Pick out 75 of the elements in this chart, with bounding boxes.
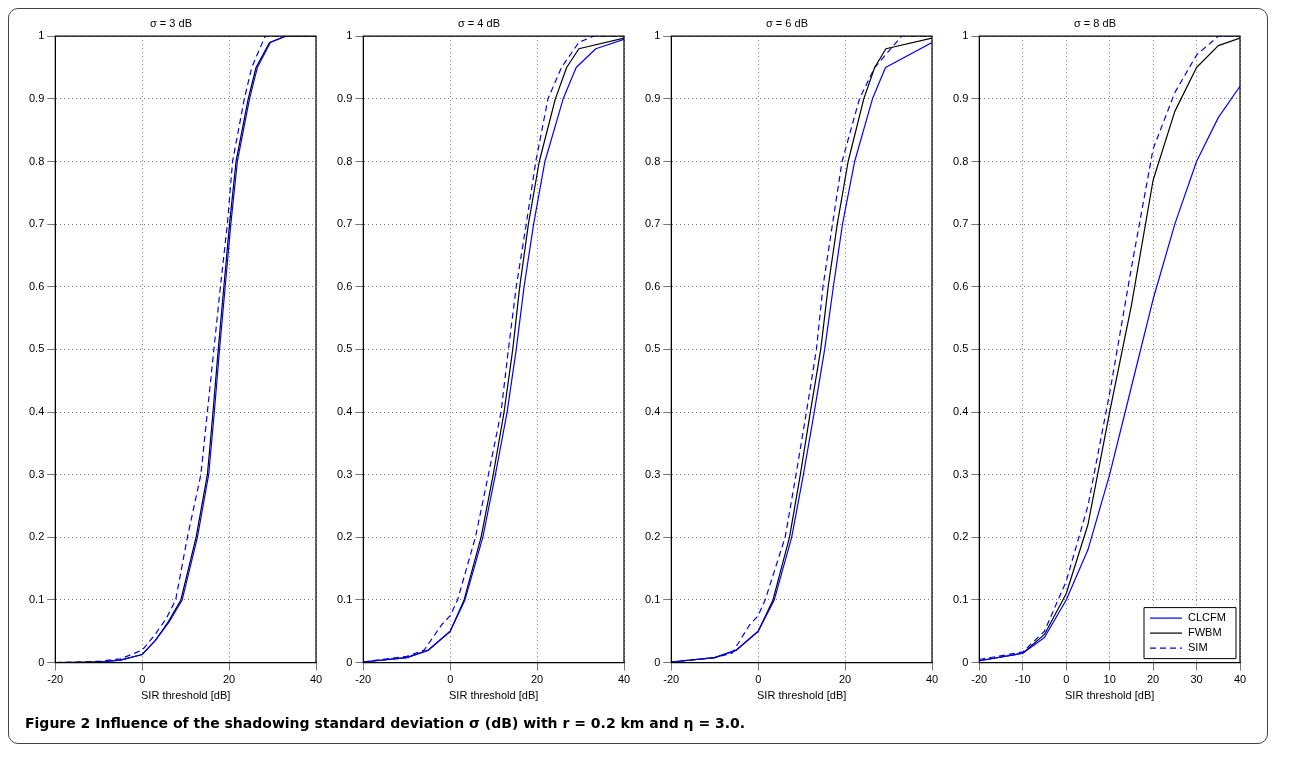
chart-title: σ = 8 dB [1074, 16, 1116, 29]
y-tick-label: 0.7 [28, 217, 45, 230]
y-tick-label: 0.5 [336, 342, 353, 355]
y-tick-label: 0.9 [952, 91, 969, 104]
chart-title: σ = 6 dB [766, 16, 808, 29]
y-tick-label: 0.4 [28, 405, 45, 418]
y-tick-label: 0.3 [336, 467, 353, 480]
y-tick-label: 0.6 [952, 279, 969, 292]
y-tick-label: 0.7 [644, 217, 661, 230]
legend-label: SIM [1188, 641, 1208, 654]
y-tick-label: 0.4 [644, 405, 661, 418]
y-tick-label: 0.1 [644, 592, 661, 605]
y-tick-label: 0.7 [336, 217, 353, 230]
x-tick-label: 40 [1233, 673, 1247, 686]
y-tick-label: 0.5 [644, 342, 661, 355]
x-tick-label: -20 [355, 673, 372, 686]
chart-title: σ = 3 dB [150, 16, 192, 29]
y-tick-label: 0.2 [336, 530, 353, 543]
y-tick-label: 0 [346, 655, 353, 668]
y-tick-label: 0.5 [952, 342, 969, 355]
y-tick-label: 0.9 [336, 91, 353, 104]
y-tick-label: 0.3 [952, 467, 969, 480]
y-tick-label: 0.6 [336, 279, 353, 292]
legend-label: CLCFM [1188, 611, 1226, 624]
y-tick-label: 0.7 [952, 217, 969, 230]
x-axis-title: SIR threshold [dB] [141, 689, 231, 702]
y-tick-label: 0.8 [644, 154, 661, 167]
x-tick-label: 0 [139, 673, 146, 686]
legend-label: FWBM [1188, 626, 1222, 639]
y-tick-label: 0.1 [336, 592, 353, 605]
y-tick-label: 0.6 [644, 279, 661, 292]
x-tick-label: 20 [1146, 673, 1160, 686]
y-tick-label: 0 [654, 655, 661, 668]
y-tick-label: 0.1 [28, 592, 45, 605]
x-axis-title: SIR threshold [dB] [449, 689, 539, 702]
y-tick-label: 1 [346, 29, 353, 42]
x-tick-label: 0 [447, 673, 454, 686]
y-tick-label: 1 [654, 29, 661, 42]
x-tick-label: 0 [755, 673, 762, 686]
y-tick-label: 0.6 [28, 279, 45, 292]
y-tick-label: 1 [962, 29, 969, 42]
y-tick-label: 0.5 [28, 342, 45, 355]
x-tick-label: -10 [1014, 673, 1031, 686]
x-tick-label: 10 [1103, 673, 1116, 686]
x-tick-label: 0 [1063, 673, 1070, 686]
x-axis-title: SIR threshold [dB] [1065, 689, 1155, 702]
x-tick-label: -20 [663, 673, 680, 686]
x-tick-label: 20 [838, 673, 852, 686]
y-tick-label: 0.9 [644, 91, 661, 104]
y-tick-label: 0.2 [28, 530, 45, 543]
y-tick-label: 0.2 [644, 530, 661, 543]
y-tick-label: 0 [962, 655, 969, 668]
caption: Figure 2 Influence of the shadowing standard deviation σ (dB) with r = 0.2 km and η = 3.0. [25, 715, 747, 731]
y-tick-label: 0.2 [952, 530, 969, 543]
y-tick-label: 0.8 [952, 154, 969, 167]
x-tick-label: -20 [971, 673, 988, 686]
y-tick-label: 0.9 [28, 91, 45, 104]
y-tick-label: 0.3 [28, 467, 45, 480]
x-tick-label: 40 [925, 673, 939, 686]
x-tick-label: 30 [1190, 673, 1203, 686]
x-tick-label: 40 [617, 673, 631, 686]
y-tick-label: 0.4 [952, 405, 969, 418]
x-tick-label: 20 [530, 673, 544, 686]
y-tick-label: 0.4 [336, 405, 353, 418]
y-tick-label: 0 [38, 655, 45, 668]
y-tick-label: 0.1 [952, 592, 969, 605]
y-tick-label: 0.8 [28, 154, 45, 167]
chart-title: σ = 4 dB [458, 16, 500, 29]
x-tick-label: 20 [222, 673, 236, 686]
x-axis-title: SIR threshold [dB] [757, 689, 847, 702]
y-tick-label: 0.8 [336, 154, 353, 167]
y-tick-label: 0.3 [644, 467, 661, 480]
x-tick-label: 40 [309, 673, 323, 686]
x-tick-label: -20 [47, 673, 64, 686]
y-tick-label: 1 [38, 29, 45, 42]
